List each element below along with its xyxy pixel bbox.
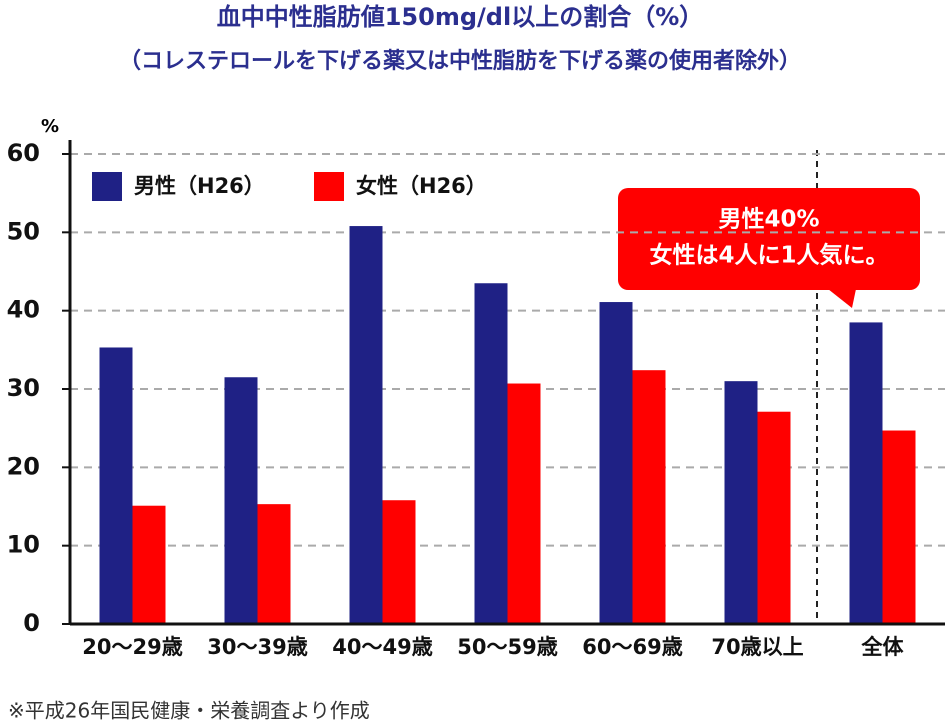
y-tick-label: 30 (7, 374, 40, 402)
y-tick-label: 10 (7, 531, 40, 559)
bar (882, 430, 916, 624)
bar (382, 500, 416, 624)
y-tick-label: 0 (23, 609, 40, 637)
bar (632, 370, 666, 624)
y-tick-label: 60 (7, 139, 40, 167)
source-note: ※平成26年国民健康・栄養調査より作成 (8, 699, 370, 723)
bar (224, 377, 258, 624)
bar (724, 381, 758, 624)
x-tick-label: 70歳以上 (711, 635, 803, 659)
callout: 男性40% 女性は4人に1人気に。 (618, 188, 920, 308)
y-tick-label: 50 (7, 217, 40, 245)
x-tick-label: 50～59歳 (457, 635, 557, 659)
bar (599, 302, 633, 624)
y-tick-label: 40 (7, 296, 40, 324)
bar (474, 283, 508, 624)
chart-title: 血中中性脂肪値150mg/dl以上の割合（%） (217, 3, 704, 31)
x-tick-label: 全体 (861, 635, 905, 659)
bar (507, 383, 541, 624)
bar (257, 504, 291, 624)
x-tick-label: 20～29歳 (82, 635, 182, 659)
y-unit: % (41, 116, 59, 137)
callout-text: 女性は4人に1人気に。 (649, 242, 888, 269)
x-tick-label: 30～39歳 (207, 635, 307, 659)
legend-label: 女性（H26） (356, 174, 487, 198)
bar (349, 226, 383, 625)
chart-subtitle: （コレステロールを下げる薬又は中性脂肪を下げる薬の使用者除外） (119, 48, 801, 74)
legend-label: 男性（H26） (134, 174, 265, 198)
bar (757, 411, 791, 624)
x-tick-label: 40～49歳 (332, 635, 432, 659)
bar (849, 322, 883, 624)
callout-text: 男性40% (718, 207, 819, 233)
legend-swatch (314, 172, 344, 201)
x-tick-label: 60～69歳 (582, 635, 682, 659)
callout-box (618, 188, 920, 290)
callout-pointer (828, 289, 856, 308)
legend-swatch (92, 172, 122, 201)
bar (99, 347, 133, 624)
y-tick-label: 20 (7, 452, 40, 480)
bar (132, 505, 166, 624)
